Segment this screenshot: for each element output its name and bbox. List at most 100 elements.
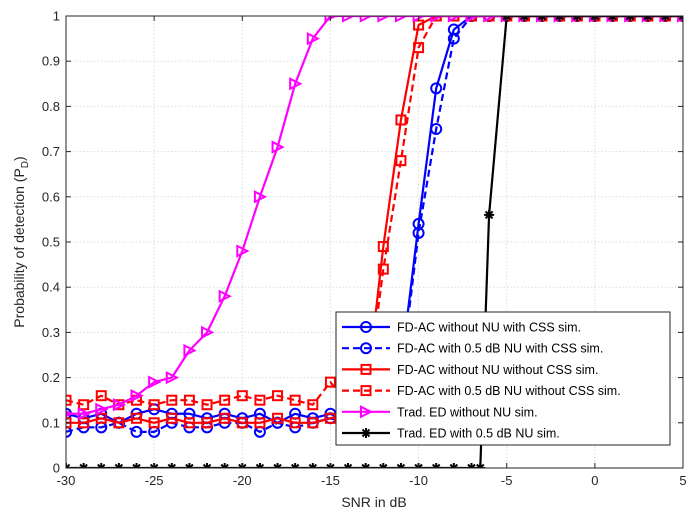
data-point — [95, 402, 109, 416]
data-point — [113, 463, 124, 468]
data-point — [95, 390, 107, 402]
y-axis-label: Probability of detection (PD) — [11, 156, 31, 327]
data-point — [253, 190, 268, 204]
data-point — [254, 463, 265, 468]
y-tick-label: 0.3 — [42, 325, 60, 340]
data-point — [183, 343, 197, 358]
legend-label: FD-AC without NU without CSS sim. — [397, 363, 598, 377]
data-point — [289, 417, 301, 429]
data-point — [148, 375, 162, 389]
data-point — [430, 16, 442, 22]
legend-entry: Trad. ED without NU sim. — [342, 405, 538, 419]
y-tick-label: 0.2 — [42, 370, 60, 385]
data-point — [183, 394, 195, 406]
data-point — [78, 417, 90, 429]
legend-label: FD-AC with 0.5 dB NU without CSS sim. — [397, 384, 621, 398]
data-point — [148, 399, 160, 411]
data-point — [678, 16, 683, 21]
data-point — [183, 417, 195, 429]
data-point — [219, 412, 231, 424]
data-point — [660, 16, 671, 21]
data-point — [448, 463, 459, 468]
data-point — [113, 417, 125, 429]
data-point — [66, 463, 71, 468]
data-point — [77, 407, 91, 421]
legend-label: Trad. ED without NU sim. — [397, 405, 538, 419]
y-tick-label: 0 — [53, 461, 60, 476]
data-point — [475, 463, 486, 468]
legend-entry: Trad. ED with 0.5 dB NU sim. — [342, 427, 560, 441]
x-tick-label: -15 — [321, 473, 340, 488]
data-point — [395, 155, 407, 167]
data-point — [289, 77, 303, 91]
y-tick-label: 0.1 — [42, 415, 60, 430]
data-point — [431, 463, 442, 468]
data-point — [377, 241, 389, 253]
y-tick-label: 0.7 — [42, 144, 60, 159]
data-point — [483, 16, 495, 22]
data-point — [272, 463, 283, 468]
y-tick-label: 0.6 — [42, 189, 60, 204]
data-point — [343, 463, 354, 468]
x-tick-label: -10 — [409, 473, 428, 488]
data-point — [254, 394, 266, 406]
data-point — [218, 289, 232, 303]
legend: FD-AC without NU with CSS sim. FD-AC with… — [335, 311, 671, 446]
legend-entry: FD-AC without NU with CSS sim. — [342, 321, 581, 335]
data-point — [272, 390, 284, 402]
y-tick-label: 0.5 — [42, 235, 60, 250]
data-point — [236, 390, 248, 402]
x-tick-label: -25 — [145, 473, 164, 488]
data-point — [66, 425, 72, 438]
data-point — [78, 463, 89, 468]
legend-entry: FD-AC with 0.5 dB NU with CSS sim. — [342, 342, 603, 356]
data-point — [572, 16, 583, 21]
data-point — [112, 398, 127, 412]
data-point — [378, 463, 389, 468]
data-point — [95, 412, 107, 424]
y-axis-label-main: Probability of detection (P — [11, 168, 27, 328]
x-tick-label: -30 — [57, 473, 76, 488]
data-point — [430, 123, 443, 135]
y-tick-label: 1 — [53, 9, 60, 24]
x-tick-label: 0 — [591, 473, 598, 488]
data-point — [131, 412, 143, 424]
y-axis-label-end: ) — [11, 156, 27, 161]
data-point — [430, 16, 444, 23]
data-point — [166, 463, 177, 468]
data-point — [290, 463, 301, 468]
data-point — [272, 412, 284, 424]
y-tick-label: 0.4 — [42, 280, 60, 295]
x-tick-label: -20 — [233, 473, 252, 488]
y-tick-label: 0.9 — [42, 54, 60, 69]
data-point — [306, 31, 321, 46]
data-point — [324, 412, 336, 424]
data-point — [254, 417, 266, 429]
data-point — [413, 42, 425, 54]
data-point — [395, 114, 407, 126]
data-point — [184, 463, 195, 468]
ticks: -30 -25 -20 -15 -10 -5 0 5 0 0.1 0.2 0.3 0.4 0.5 0.6 0.… — [42, 9, 687, 489]
data-point — [130, 425, 143, 438]
data-point — [219, 463, 230, 468]
data-point — [466, 463, 477, 468]
data-point — [448, 16, 460, 22]
data-point — [484, 209, 495, 220]
legend-marker — [360, 342, 372, 355]
data-point — [202, 463, 213, 468]
data-point — [78, 399, 90, 411]
data-point — [324, 376, 336, 388]
x-tick-label: -5 — [501, 473, 513, 488]
data-point — [625, 16, 636, 21]
data-point — [131, 463, 142, 468]
data-point — [430, 82, 443, 95]
data-point — [447, 32, 460, 45]
data-point — [607, 16, 618, 21]
legend-entry: FD-AC without NU without CSS sim. — [342, 363, 598, 377]
legend-entry: FD-AC with 0.5 dB NU without CSS sim. — [342, 384, 621, 398]
data-point — [360, 463, 371, 468]
data-point — [519, 16, 530, 21]
series-6 — [66, 16, 683, 468]
legend-marker — [361, 428, 371, 438]
